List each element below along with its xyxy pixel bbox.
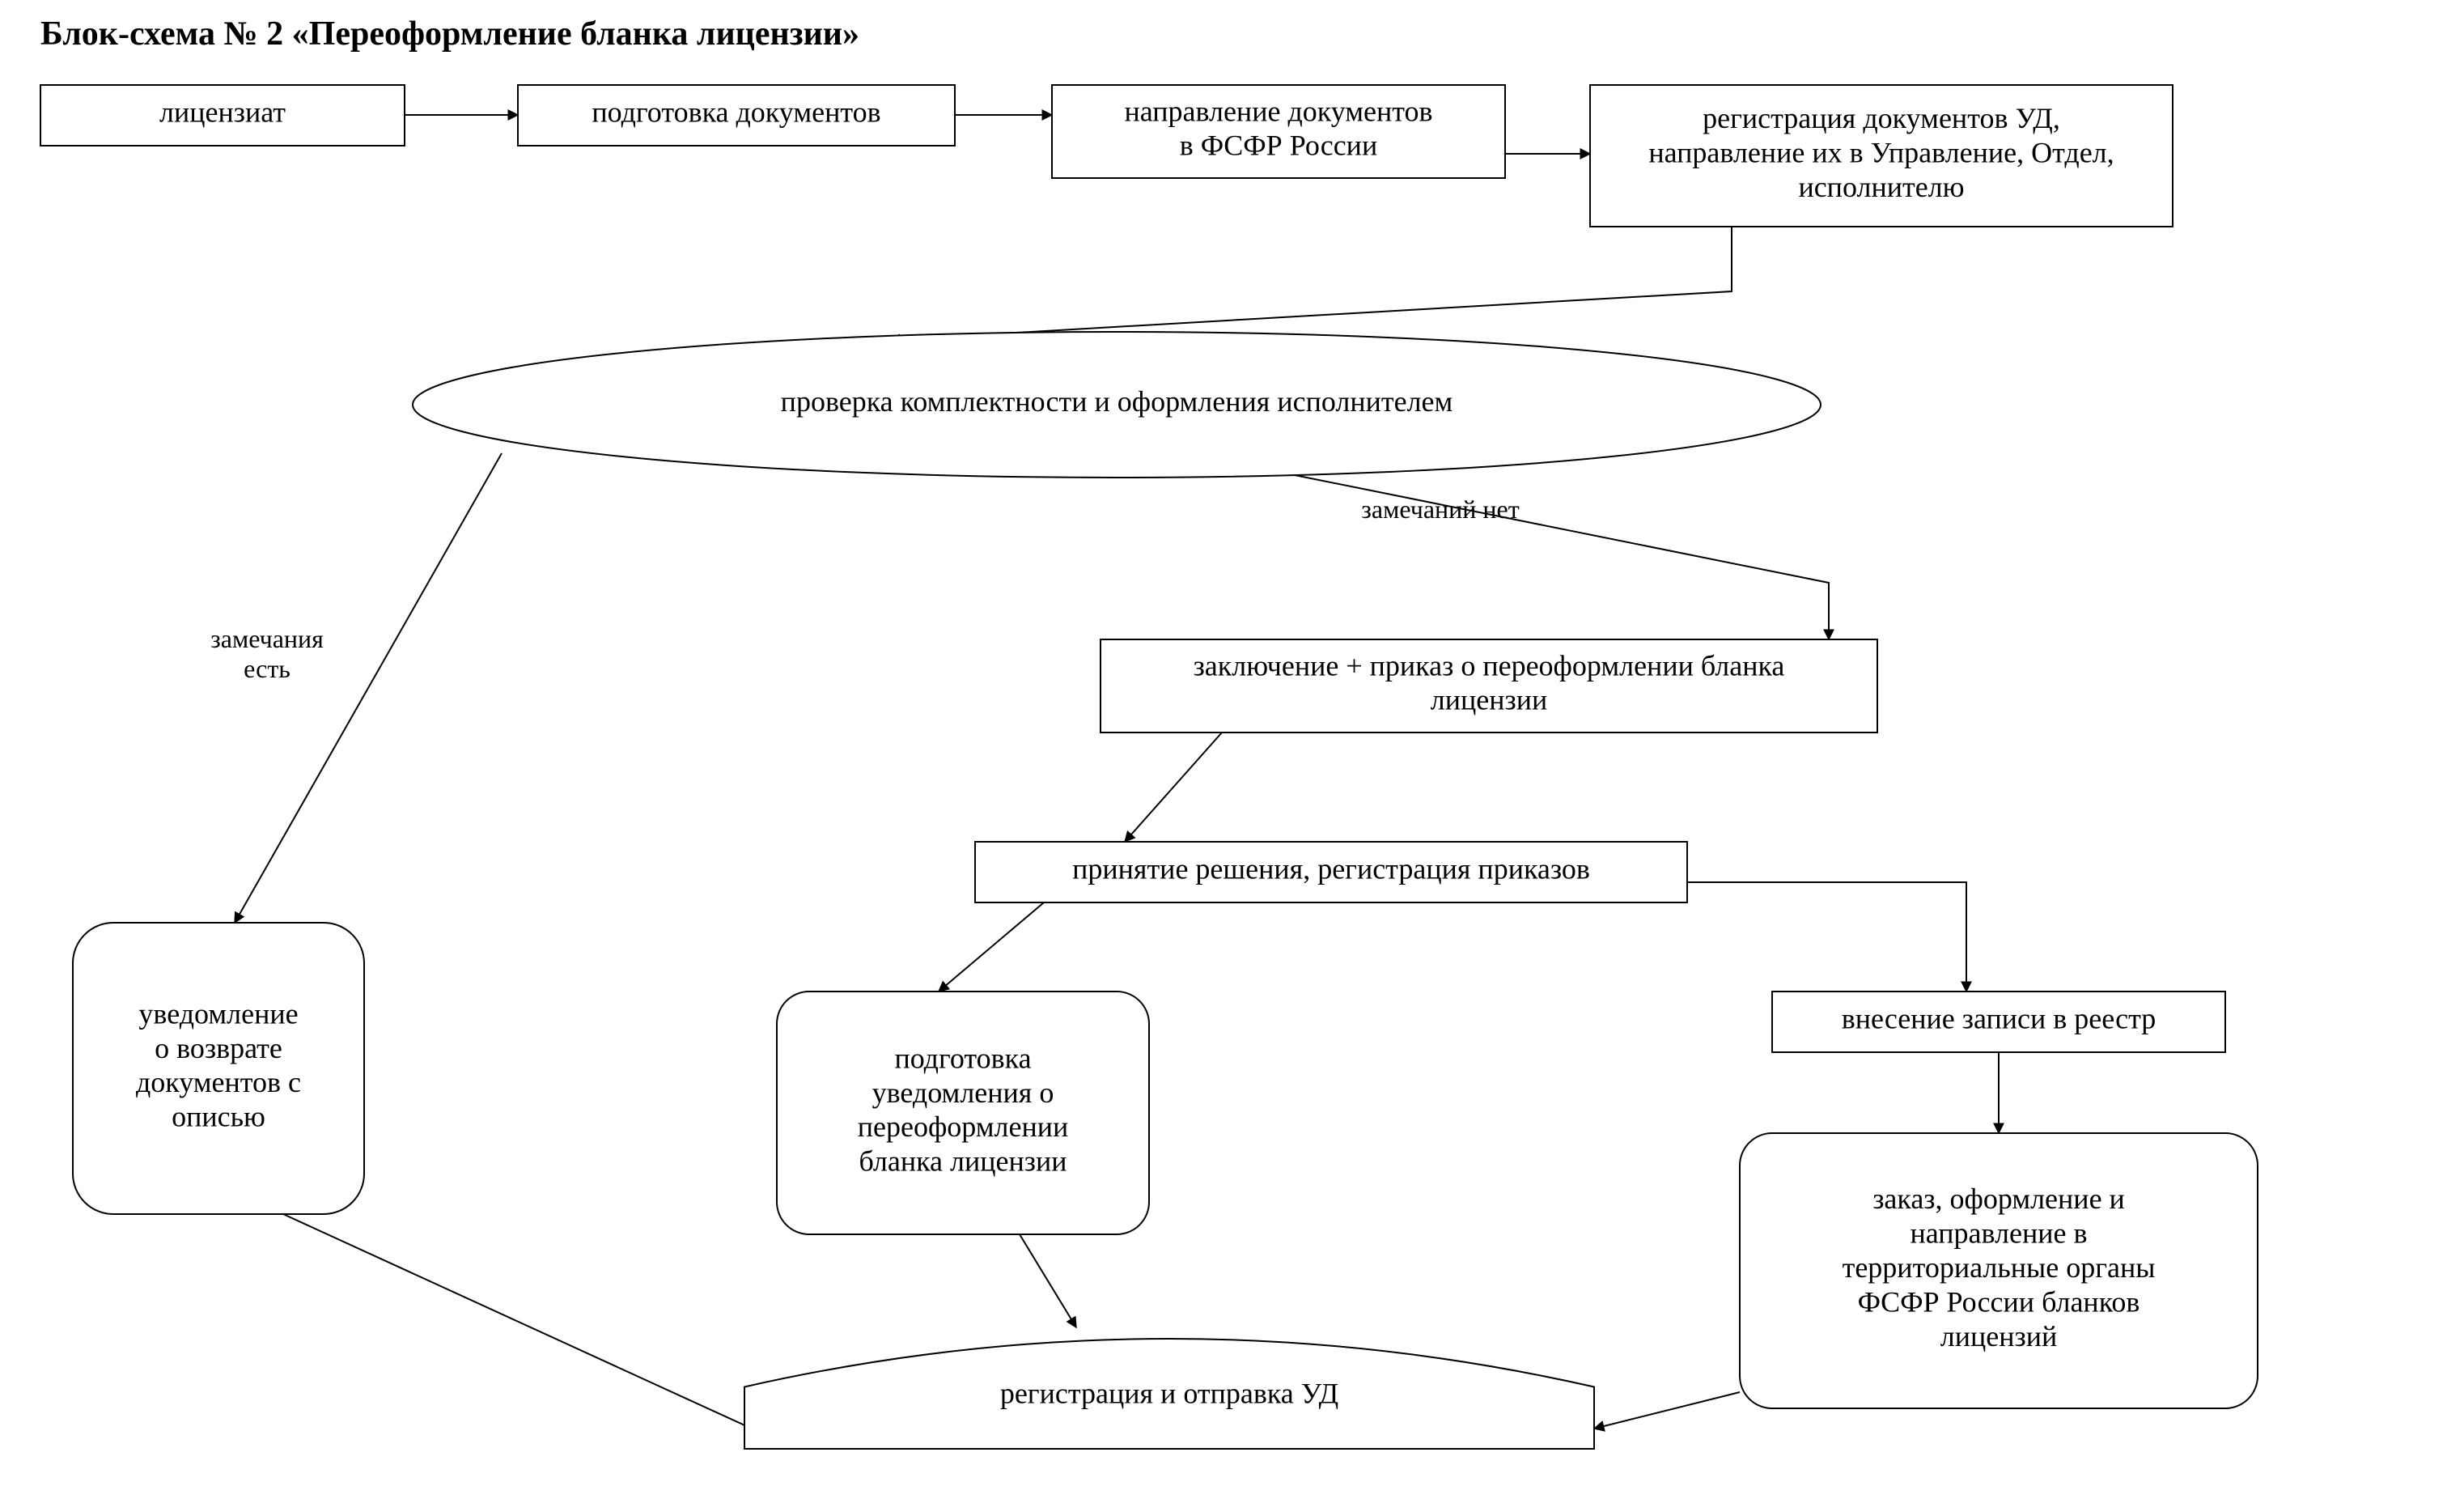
node-n2: подготовка документов <box>518 85 955 146</box>
node-text: регистрация и отправка УД <box>1000 1378 1338 1410</box>
node-n9: подготовкауведомления опереоформлениибла… <box>777 992 1149 1234</box>
diagram-title: Блок-схема № 2 «Переоформление бланка ли… <box>40 15 859 53</box>
node-n4: регистрация документов УД,направление их… <box>1590 85 2173 227</box>
node-n3: направление документовв ФСФР России <box>1052 85 1505 178</box>
node-n8: принятие решения, регистрация приказов <box>975 842 1687 902</box>
node-n1: лицензиат <box>40 85 405 146</box>
node-text: внесение записи в реестр <box>1842 1003 2157 1035</box>
node-n7: заключение + приказ о переоформлении бла… <box>1101 639 1877 733</box>
node-text: принятие решения, регистрация приказов <box>1072 853 1590 885</box>
node-n10: внесение записи в реестр <box>1772 992 2225 1052</box>
node-n11: заказ, оформление инаправление втерритор… <box>1740 1133 2258 1408</box>
node-text: проверка комплектности и оформления испо… <box>781 385 1453 418</box>
node-text: лицензиат <box>159 96 286 129</box>
node-n5: проверка комплектности и оформления испо… <box>413 332 1821 478</box>
edge-label-n5-n7: замечаний нет <box>1361 495 1520 524</box>
node-text: подготовка документов <box>592 96 880 129</box>
node-n6: уведомлениео возвратедокументов сописью <box>73 923 364 1214</box>
